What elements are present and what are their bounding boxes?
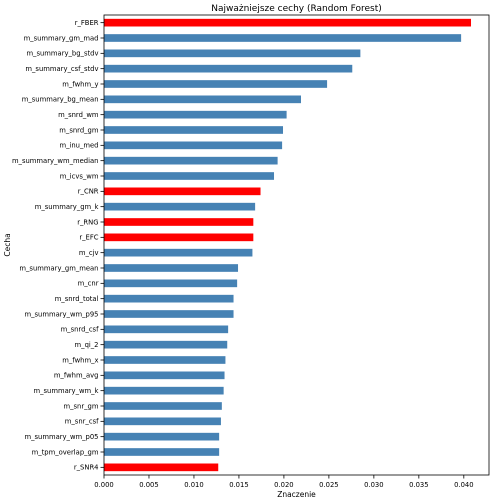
bar-m_snrd_csf xyxy=(104,325,229,334)
bars-group xyxy=(104,18,472,472)
y-tick-label: m_snrd_total xyxy=(55,295,99,303)
y-tick-label: m_cnr xyxy=(78,280,99,288)
y-tick-label: m_summary_bg_stdv xyxy=(26,50,98,58)
y-tick-label: m_snrd_wm xyxy=(58,111,99,119)
y-tick-label: m_inu_med xyxy=(59,142,98,150)
bar-m_cnr xyxy=(104,279,238,288)
bar-m_snrd_wm xyxy=(104,110,287,119)
y-ticks-group: r_FBER m_summary_gm_mad m_summary_bg_stdvm… xyxy=(12,19,104,472)
bar-m_fwhm_y xyxy=(104,80,328,88)
y-tick-label: m_summary_wm_k xyxy=(33,387,98,395)
y-tick-label: m_snr_gm xyxy=(64,402,99,410)
y-tick-label: m_summary_wm_p05 xyxy=(24,433,98,441)
bar-r_SNR4 xyxy=(104,463,219,472)
x-tick-label: 0.015 xyxy=(229,481,248,489)
bar-m_summary_wm_p95 xyxy=(104,310,234,318)
x-tick-label: 0.005 xyxy=(139,481,158,489)
x-ticks-group: 0.000 0.005 0.010 0.015 0.020 0.025 0.030 0.035… xyxy=(94,475,474,489)
bar-m_summary_wm_median xyxy=(104,156,278,165)
y-tick-label: m_snr_csf xyxy=(65,418,99,426)
bar-m_snr_csf xyxy=(104,417,221,426)
bar-m_snrd_total xyxy=(104,294,234,303)
bar-m_snrd_gm xyxy=(104,126,284,134)
x-tick-label: 0.010 xyxy=(184,481,203,489)
bar-m_inu_med xyxy=(104,141,283,150)
y-tick-label: m_fwhm_x xyxy=(62,356,98,364)
y-tick-label: m_snrd_gm xyxy=(59,126,99,134)
bar-m_snr_gm xyxy=(104,402,222,410)
y-tick-label: m_summary_wm_p95 xyxy=(24,310,98,318)
bar-m_summary_gm_mad xyxy=(104,34,462,42)
bar-m_summary_csf_stdv xyxy=(104,64,353,73)
bar-m_summary_wm_p05 xyxy=(104,432,220,441)
y-tick-label: r_FBER xyxy=(75,19,99,27)
bar-m_fwhm_avg xyxy=(104,371,225,380)
bar-r_CNR xyxy=(104,187,261,196)
bar-m_qi_2 xyxy=(104,340,228,349)
bar-m_summary_wm_k xyxy=(104,386,224,395)
x-axis-title: Znaczenie xyxy=(277,490,316,499)
x-tick-label: 0.025 xyxy=(319,481,338,489)
y-tick-label: m_cjv xyxy=(79,249,99,257)
y-tick-label: m_fwhm_avg xyxy=(54,372,99,380)
bar-m_summary_bg_stdv xyxy=(104,49,361,58)
y-tick-label: m_summary_wm_median xyxy=(12,157,99,165)
x-tick-label: 0.000 xyxy=(94,481,113,489)
x-tick-label: 0.020 xyxy=(274,481,293,489)
bar-m_icvs_wm xyxy=(104,172,275,180)
chart-title: Najważniejsze cechy (Random Forest) xyxy=(211,4,382,14)
y-tick-label: m_qi_2 xyxy=(75,341,99,349)
bar-m_fwhm_x xyxy=(104,356,226,364)
bar-m_tpm_overlap_gm xyxy=(104,448,220,456)
bar-m_summary_gm_mean xyxy=(104,264,239,272)
y-tick-label: m_summary_gm_mean xyxy=(19,264,98,272)
bar-r_EFC xyxy=(104,233,254,242)
x-tick-label: 0.030 xyxy=(364,481,383,489)
y-tick-label: r_SNR4 xyxy=(74,464,99,472)
bar-r_FBER xyxy=(104,18,472,27)
y-tick-label: r_CNR xyxy=(78,188,99,196)
y-tick-label: m_summary_csf_stdv xyxy=(25,65,98,73)
x-tick-label: 0.035 xyxy=(409,481,428,489)
bar-m_cjv xyxy=(104,248,253,257)
y-tick-label: m_tpm_overlap_gm xyxy=(32,448,99,456)
y-tick-label: m_fwhm_y xyxy=(62,80,98,88)
plot-frame xyxy=(103,14,490,476)
bar-m_summary_gm_k xyxy=(104,202,256,211)
y-tick-label: r_RNG xyxy=(77,218,98,226)
y-axis-title: Cecha xyxy=(3,233,12,256)
x-tick-label: 0.040 xyxy=(454,481,473,489)
y-tick-label: m_summary_gm_k xyxy=(35,203,99,211)
y-tick-label: m_snrd_csf xyxy=(61,326,100,334)
bar-r_RNG xyxy=(104,218,254,226)
y-tick-label: r_EFC xyxy=(79,234,98,242)
bar-m_summary_bg_mean xyxy=(104,95,301,104)
y-tick-label: m_summary_bg_mean xyxy=(22,96,99,104)
y-tick-label: m_icvs_wm xyxy=(60,172,99,180)
y-tick-label: m_summary_gm_mad xyxy=(24,34,99,42)
